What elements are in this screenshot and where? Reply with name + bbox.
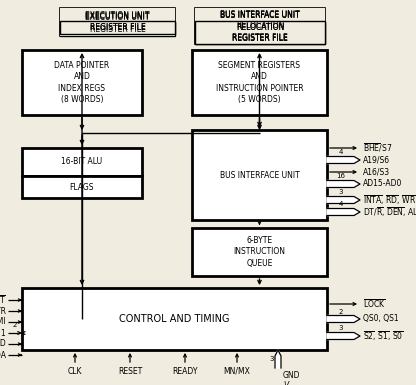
- Bar: [60, 8, 175, 36]
- Text: FLAGS: FLAGS: [70, 182, 94, 191]
- Text: AD15-AD0: AD15-AD0: [363, 179, 402, 189]
- Bar: [195, 8, 325, 44]
- Text: REGISTER FILE: REGISTER FILE: [89, 25, 145, 33]
- Bar: [22, 288, 327, 350]
- Text: A19/S6: A19/S6: [363, 156, 390, 164]
- Text: BUS INTERFACE UNIT: BUS INTERFACE UNIT: [220, 10, 300, 20]
- Bar: [192, 228, 327, 276]
- Text: RESET: RESET: [118, 367, 142, 376]
- Text: $V_{CC}$: $V_{CC}$: [283, 379, 298, 385]
- Text: GND: GND: [283, 371, 300, 380]
- Text: $\overline{\rm BHE}$/S7: $\overline{\rm BHE}$/S7: [363, 142, 392, 154]
- Polygon shape: [327, 181, 360, 187]
- Text: RELOCATION
REGISTER FILE: RELOCATION REGISTER FILE: [232, 23, 288, 43]
- Polygon shape: [327, 333, 360, 340]
- Text: RELOCATION
REGISTER FILE: RELOCATION REGISTER FILE: [232, 23, 288, 43]
- Text: BUS INTERFACE UNIT: BUS INTERFACE UNIT: [220, 12, 300, 20]
- Text: $\overline{\rm INTA}$, $\overline{\rm RD}$, $\overline{\rm WR}$: $\overline{\rm INTA}$, $\overline{\rm RD…: [363, 193, 416, 207]
- Text: 4: 4: [338, 149, 343, 156]
- Bar: [195, 21, 325, 44]
- Text: REGISTER FILE: REGISTER FILE: [89, 23, 145, 32]
- Polygon shape: [327, 315, 360, 323]
- Bar: [22, 176, 142, 198]
- Text: $\overline{\rm TEST}$: $\overline{\rm TEST}$: [0, 294, 6, 306]
- Text: 3: 3: [270, 356, 274, 362]
- Bar: [192, 130, 327, 220]
- Text: 2: 2: [13, 322, 17, 328]
- Text: 6-BYTE
INSTRUCTION
QUEUE: 6-BYTE INSTRUCTION QUEUE: [233, 236, 285, 268]
- Bar: [195, 22, 325, 44]
- Text: NMI: NMI: [0, 318, 6, 326]
- Bar: [22, 148, 142, 176]
- Text: 4: 4: [338, 201, 343, 208]
- Text: $\overline{\rm RQ}$/GT0, 1: $\overline{\rm RQ}$/GT0, 1: [0, 326, 6, 340]
- Bar: [192, 50, 327, 115]
- Polygon shape: [275, 350, 281, 368]
- Bar: [195, 8, 325, 44]
- Text: $\overline{\rm LOCK}$: $\overline{\rm LOCK}$: [363, 298, 386, 310]
- Bar: [60, 8, 175, 36]
- Text: MN/MX: MN/MX: [223, 367, 250, 376]
- Text: SEGMENT REGISTERS
AND
INSTRUCTION POINTER
(5 WORDS): SEGMENT REGISTERS AND INSTRUCTION POINTE…: [215, 61, 303, 104]
- Text: READY: READY: [172, 367, 198, 376]
- Text: BUS INTERFACE UNIT: BUS INTERFACE UNIT: [220, 171, 300, 179]
- Bar: [22, 50, 142, 115]
- Polygon shape: [327, 196, 360, 204]
- Text: EXECUTION UNIT
REGISTER FILE: EXECUTION UNIT REGISTER FILE: [85, 12, 150, 32]
- Text: DATA POINTER
AND
INDEX REGS
(8 WORDS): DATA POINTER AND INDEX REGS (8 WORDS): [54, 61, 110, 104]
- Text: EXECUTION UNIT: EXECUTION UNIT: [85, 10, 150, 20]
- Text: HLDA: HLDA: [0, 350, 6, 360]
- Text: QS0, QS1: QS0, QS1: [363, 315, 399, 323]
- Text: INTR: INTR: [0, 306, 6, 315]
- Text: A16/S3: A16/S3: [363, 167, 390, 176]
- Text: 3: 3: [338, 189, 343, 196]
- Text: CLK: CLK: [68, 367, 82, 376]
- Text: DT/$\overline{\rm R}$, $\overline{\rm DEN}$, ALE, M/$\overline{\rm IO}$: DT/$\overline{\rm R}$, $\overline{\rm DE…: [363, 205, 416, 219]
- Text: 2: 2: [338, 308, 343, 315]
- Bar: [60, 21, 175, 34]
- Text: 3: 3: [338, 325, 343, 331]
- Text: EXECUTION UNIT: EXECUTION UNIT: [85, 13, 150, 22]
- Text: $\overline{\rm S2}$, $\overline{\rm S1}$, $\overline{\rm S0}$: $\overline{\rm S2}$, $\overline{\rm S1}$…: [363, 329, 404, 343]
- Text: CONTROL AND TIMING: CONTROL AND TIMING: [119, 314, 230, 324]
- Text: 16-BIT ALU: 16-BIT ALU: [62, 157, 103, 166]
- Bar: [60, 22, 175, 36]
- Text: BUS INTERFACE UNIT
RELOCATION
REGISTER FILE: BUS INTERFACE UNIT RELOCATION REGISTER F…: [220, 10, 300, 42]
- Polygon shape: [327, 209, 360, 216]
- Text: HOLD: HOLD: [0, 340, 6, 348]
- Text: 16: 16: [336, 174, 345, 179]
- Polygon shape: [327, 156, 360, 164]
